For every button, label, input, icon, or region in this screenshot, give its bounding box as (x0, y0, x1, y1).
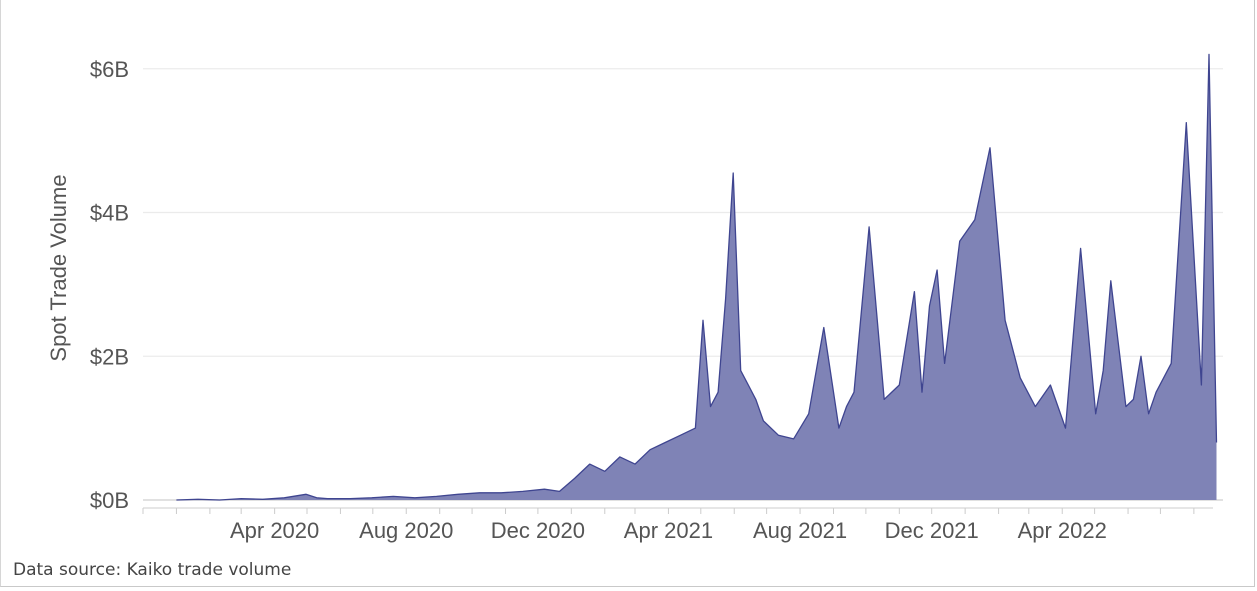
volume-area (176, 54, 1217, 501)
x-tick-label: Aug 2020 (359, 518, 453, 543)
x-tick-label: Dec 2020 (491, 518, 585, 543)
y-tick-label: $6B (90, 57, 129, 82)
x-tick-label: Apr 2020 (230, 518, 319, 543)
y-axis-label: Spot Trade Volume (46, 174, 71, 361)
source-note: Data source: Kaiko trade volume (13, 560, 292, 580)
x-tick-label: Apr 2022 (1018, 518, 1107, 543)
y-tick-label: $0B (90, 488, 129, 513)
plot-area (176, 53, 1218, 501)
y-tick-label: $2B (90, 344, 129, 369)
volume-line (176, 53, 1218, 501)
y-tick-label: $4B (90, 201, 129, 226)
x-tick-label: Apr 2021 (624, 518, 713, 543)
x-axis: Apr 2020 Aug 2020 Dec 2020 Apr 2021 Aug 2021… (142, 507, 1213, 543)
y-axis: $0B $2B $4B $6B (90, 57, 129, 513)
x-tick-label: Aug 2021 (753, 518, 847, 543)
x-tick-label: Dec 2021 (885, 518, 979, 543)
